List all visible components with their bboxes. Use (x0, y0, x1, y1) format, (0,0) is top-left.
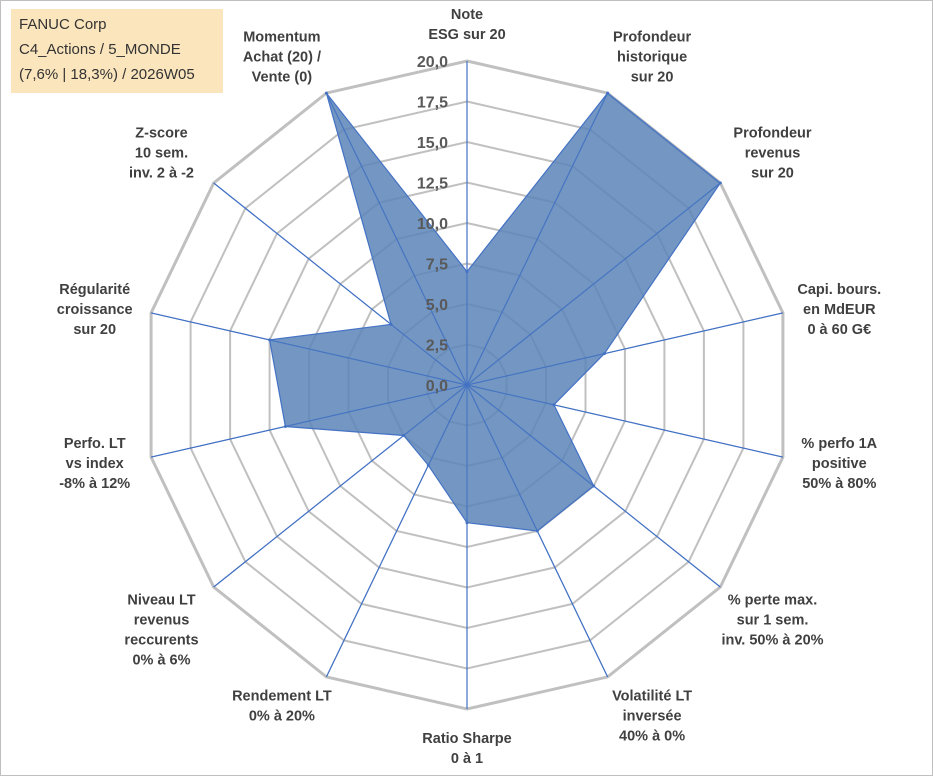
portfolio-label: C4_Actions / 5_MONDE (19, 41, 181, 58)
axis-label-line: 10 sem. (135, 145, 188, 161)
axis-label-line: historique (617, 49, 687, 65)
tick-label: 2,5 (426, 338, 448, 355)
axis-label: Régularité croissance sur 20 (57, 282, 133, 338)
axis-spoke-overlay (466, 384, 609, 678)
axis-label: Z-score 10 sem. inv. 2 à -2 (129, 125, 194, 181)
axis-label-line: revenus (745, 145, 801, 161)
series-area (268, 92, 722, 532)
axis-label-line: ESG sur 20 (428, 27, 505, 43)
axis-spoke-overlay (150, 384, 468, 458)
axis-label-line: sur 20 (751, 165, 794, 181)
tick-label: 5,0 (426, 297, 448, 314)
axis-label-line: Z-score (135, 125, 187, 141)
axis-label-line: Perfo. LT (64, 436, 126, 452)
axis-label: Niveau LT revenus reccurents 0% à 6% (124, 593, 198, 669)
tick-label: 15,0 (417, 135, 448, 152)
axis-label-line: 0 à 1 (451, 751, 483, 767)
axis-label-line: revenus (134, 613, 190, 629)
axis-spoke-overlay (466, 384, 721, 588)
tick-label: 12,5 (417, 176, 448, 193)
axis-spoke-overlay (325, 92, 468, 386)
axis-label-line: sur 1 sem. (737, 613, 809, 629)
axis-label-line: Régularité (59, 282, 130, 298)
axis-label: Capi. bours. en MdEUR 0 à 60 G€ (797, 282, 881, 338)
axis-label: Volatilité LT inversée 40% à 0% (612, 689, 692, 745)
company-name: FANUC Corp (19, 16, 107, 33)
axis-spoke-overlay (213, 384, 468, 588)
axis-label: Profondeur revenus sur 20 (733, 125, 811, 181)
axis-label-line: % perfo 1A (801, 436, 877, 452)
axis-label-line: reccurents (124, 633, 198, 649)
axis-label-line: en MdEUR (803, 302, 876, 318)
radial-tick-labels: 0,0 2,5 5,0 7,5 10,0 12,5 15,0 17,5 20,0 (417, 54, 448, 395)
axis-spoke-overlay (466, 182, 721, 386)
axis-label: % perfo 1A positive 50% à 80% (801, 436, 877, 492)
axis-labels: Note ESG sur 20 Profondeur historique sur 20… (57, 7, 881, 767)
axis-spoke-overlay (466, 312, 784, 386)
stats-week-label: (7,6% | 18,3%) / 2026W05 (19, 66, 195, 83)
axis-label-line: Ratio Sharpe (422, 731, 511, 747)
axis-label: Momentum Achat (20) / Vente (0) (243, 29, 321, 85)
axis-label-line: Momentum (243, 29, 320, 45)
axis-label-line: Rendement LT (232, 689, 332, 705)
axis-label-line: croissance (57, 302, 133, 318)
axis-label-line: inversée (623, 709, 682, 725)
tick-label: 7,5 (426, 257, 448, 274)
axis-label-line: % perte max. (728, 593, 817, 609)
axis-spoke-overlay (325, 384, 468, 678)
axis-label-line: inv. 50% à 20% (721, 633, 823, 649)
axis-label-line: 0% à 6% (132, 653, 190, 669)
axis-label-line: 50% à 80% (802, 476, 876, 492)
axis-label: Rendement LT 0% à 20% (232, 689, 332, 725)
axis-label: Ratio Sharpe 0 à 1 (422, 731, 511, 767)
axis-label-line: sur 20 (631, 69, 674, 85)
axis-label-line: Capi. bours. (797, 282, 881, 298)
radar-series (150, 61, 784, 709)
axis-label-line: Volatilité LT (612, 689, 692, 705)
axis-spoke-overlay (213, 182, 468, 386)
axis-label-line: -8% à 12% (59, 476, 130, 492)
axis-label-line: Note (451, 7, 483, 23)
axis-spoke-overlay (466, 384, 784, 458)
axis-label-line: 0 à 60 G€ (807, 322, 871, 338)
axis-label-line: Achat (20) / (243, 49, 321, 65)
info-box: FANUC Corp C4_Actions / 5_MONDE (7,6% | … (11, 9, 223, 93)
axis-label-line: Profondeur (613, 29, 691, 45)
axis-label: Note ESG sur 20 (428, 7, 505, 43)
axis-label-line: Profondeur (733, 125, 811, 141)
axis-label-line: inv. 2 à -2 (129, 165, 194, 181)
axis-label: % perte max. sur 1 sem. inv. 50% à 20% (721, 593, 823, 649)
axis-spoke-overlay (466, 92, 609, 386)
axis-spoke-overlay (150, 312, 468, 386)
tick-label: 0,0 (426, 378, 448, 395)
axis-label-line: vs index (66, 456, 124, 472)
axis-label-line: 0% à 20% (249, 709, 315, 725)
axis-label: Perfo. LT vs index -8% à 12% (59, 436, 130, 492)
tick-label: 17,5 (417, 95, 448, 112)
axis-label-line: sur 20 (73, 322, 116, 338)
tick-label: 20,0 (417, 54, 448, 71)
axis-label: Profondeur historique sur 20 (613, 29, 691, 85)
axis-label-line: 40% à 0% (619, 729, 685, 745)
axis-label-line: Vente (0) (252, 69, 313, 85)
tick-label: 10,0 (417, 216, 448, 233)
axis-label-line: Niveau LT (127, 593, 195, 609)
axis-label-line: positive (812, 456, 867, 472)
